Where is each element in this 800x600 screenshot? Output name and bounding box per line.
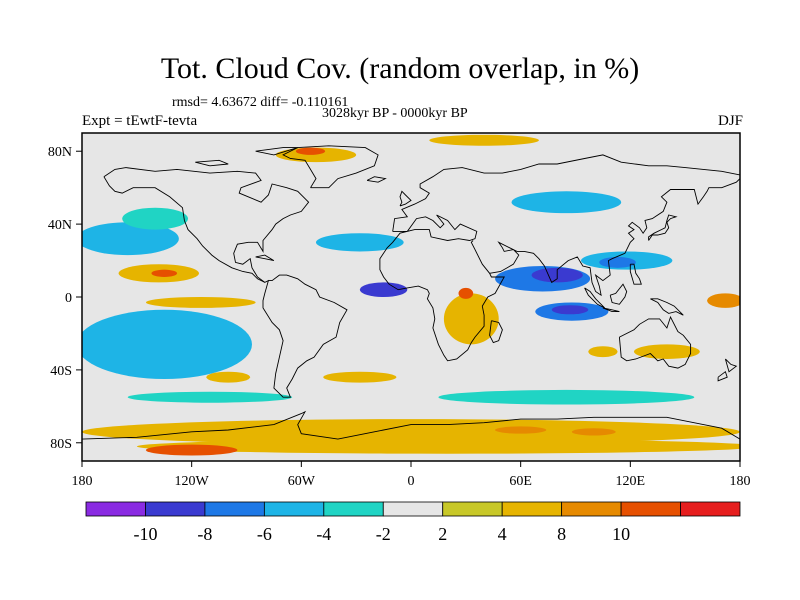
coastline-9 <box>584 287 606 309</box>
map-title: Tot. Cloud Cov. (random overlap, in %) <box>160 52 640 85</box>
colorbar-label: -8 <box>197 524 212 544</box>
anomaly-east-asia-low <box>599 256 636 268</box>
anomaly-west-pacific-pos <box>707 293 740 308</box>
coastline-12 <box>650 298 684 316</box>
x-tick-label: 120W <box>175 474 210 489</box>
anomaly-tropical-pacific-pos <box>145 297 256 308</box>
y-tick-label: 40N <box>48 218 72 233</box>
colorbar-label: -2 <box>376 524 391 544</box>
x-tick-label: 60W <box>288 474 316 489</box>
coastline-6 <box>618 315 692 369</box>
anomaly-north-pacific-neg <box>82 222 179 256</box>
anomaly-arctic-pos <box>275 147 357 163</box>
y-tick-label: 80N <box>48 145 72 160</box>
colorbar: -10 -8 -6 -4 -2 2 4 8 10 <box>85 501 741 544</box>
period-text: 3028kyr BP - 0000kyr BP <box>322 106 468 121</box>
x-tick-label: 180 <box>730 474 751 489</box>
colorbar-swatch <box>85 501 146 517</box>
anomaly-north-asia-neg <box>511 191 622 214</box>
coastline-15 <box>366 176 387 183</box>
coastline-1 <box>103 176 265 283</box>
colorbar-swatch <box>263 501 325 517</box>
anomaly-north-pacific-neg-2 <box>122 207 189 230</box>
anomaly-south-pacific-ring <box>82 309 252 379</box>
coastline-10 <box>602 307 620 313</box>
colorbar-label: 8 <box>557 524 566 544</box>
experiment-label: Expt = tEwtF-tevta <box>82 113 198 129</box>
colorbar-swatch <box>204 501 265 517</box>
colorbar-label: -10 <box>133 524 157 544</box>
anomaly-south-indian-low <box>551 305 589 315</box>
coastline-11 <box>609 283 628 305</box>
x-tick-label: 180 <box>72 474 93 489</box>
coastline-17 <box>717 370 728 382</box>
coastline-16 <box>724 358 738 373</box>
colorbar-swatch <box>382 501 444 517</box>
coastline-13 <box>489 320 503 344</box>
colorbar-label: 2 <box>438 524 447 544</box>
colorbar-swatch <box>145 501 206 517</box>
anomaly-siberia-pos <box>429 134 539 146</box>
anomaly-africa-hot <box>458 287 474 299</box>
coastline-19 <box>629 263 642 285</box>
anomaly-africa-pos <box>443 293 499 345</box>
colorbar-label: 10 <box>612 524 630 544</box>
anomaly-sh-pacific-band <box>127 391 293 403</box>
colorbar-swatch <box>501 501 563 517</box>
y-tick-label: 80S <box>50 437 72 452</box>
anomaly-antarctic-band <box>136 439 740 454</box>
colorbar-label: -6 <box>257 524 272 544</box>
coastline-4 <box>379 214 505 362</box>
statistics-text: rmsd= 4.63672 diff= -0.110161 <box>172 95 349 110</box>
coastline-21 <box>195 159 229 167</box>
anomaly-north-indian-pos <box>588 346 618 358</box>
anomaly-north-pacific-hot <box>151 269 178 277</box>
coastline-3 <box>392 154 740 232</box>
colorbar-swatch <box>680 501 741 517</box>
anomaly-central-atlantic-neg <box>359 282 408 298</box>
coastline-18 <box>255 254 275 262</box>
anomaly-antarctic-hot-1 <box>145 444 238 456</box>
anomaly-greenland-hot <box>295 147 326 155</box>
colorbar-swatch <box>561 501 622 517</box>
colorbar-label: -4 <box>316 524 331 544</box>
x-tick-label: 120E <box>616 474 646 489</box>
anomaly-layer <box>82 134 740 456</box>
colorbar-swatch <box>323 501 384 517</box>
coastline-2 <box>282 145 379 189</box>
coastline-layer <box>82 145 740 440</box>
coastline-14 <box>399 190 412 207</box>
x-tick-label: 60E <box>509 474 532 489</box>
anomaly-southern-ocean-band <box>82 419 740 445</box>
coastline-0 <box>103 167 348 398</box>
colorbar-swatch <box>442 501 503 517</box>
anomaly-south-atlantic-pos <box>323 371 397 383</box>
anomaly-sh-mid-lat-neg <box>438 389 695 405</box>
coastline-20 <box>255 147 298 156</box>
anomaly-australia-pos <box>633 344 700 359</box>
coastline-8 <box>648 214 678 241</box>
map-background <box>82 133 740 461</box>
anomaly-north-atlantic-neg <box>315 233 404 252</box>
x-tick-label: 0 <box>408 474 415 489</box>
colorbar-swatch <box>620 501 681 517</box>
axis-layer: 180 120W 60W 0 60E 120E 180 80N 40N 0 40S 80S <box>48 145 751 489</box>
season-label: DJF <box>717 113 743 129</box>
anomaly-se-pacific-pos <box>206 371 251 383</box>
colorbar-label: 4 <box>498 524 507 544</box>
anomaly-antarctic-hot-2 <box>495 426 547 434</box>
anomaly-antarctic-hot-3 <box>571 428 616 436</box>
y-tick-label: 0 <box>65 291 72 306</box>
y-tick-label: 40S <box>50 364 72 379</box>
coastline-7 <box>82 410 740 440</box>
coastline-5 <box>489 178 740 297</box>
